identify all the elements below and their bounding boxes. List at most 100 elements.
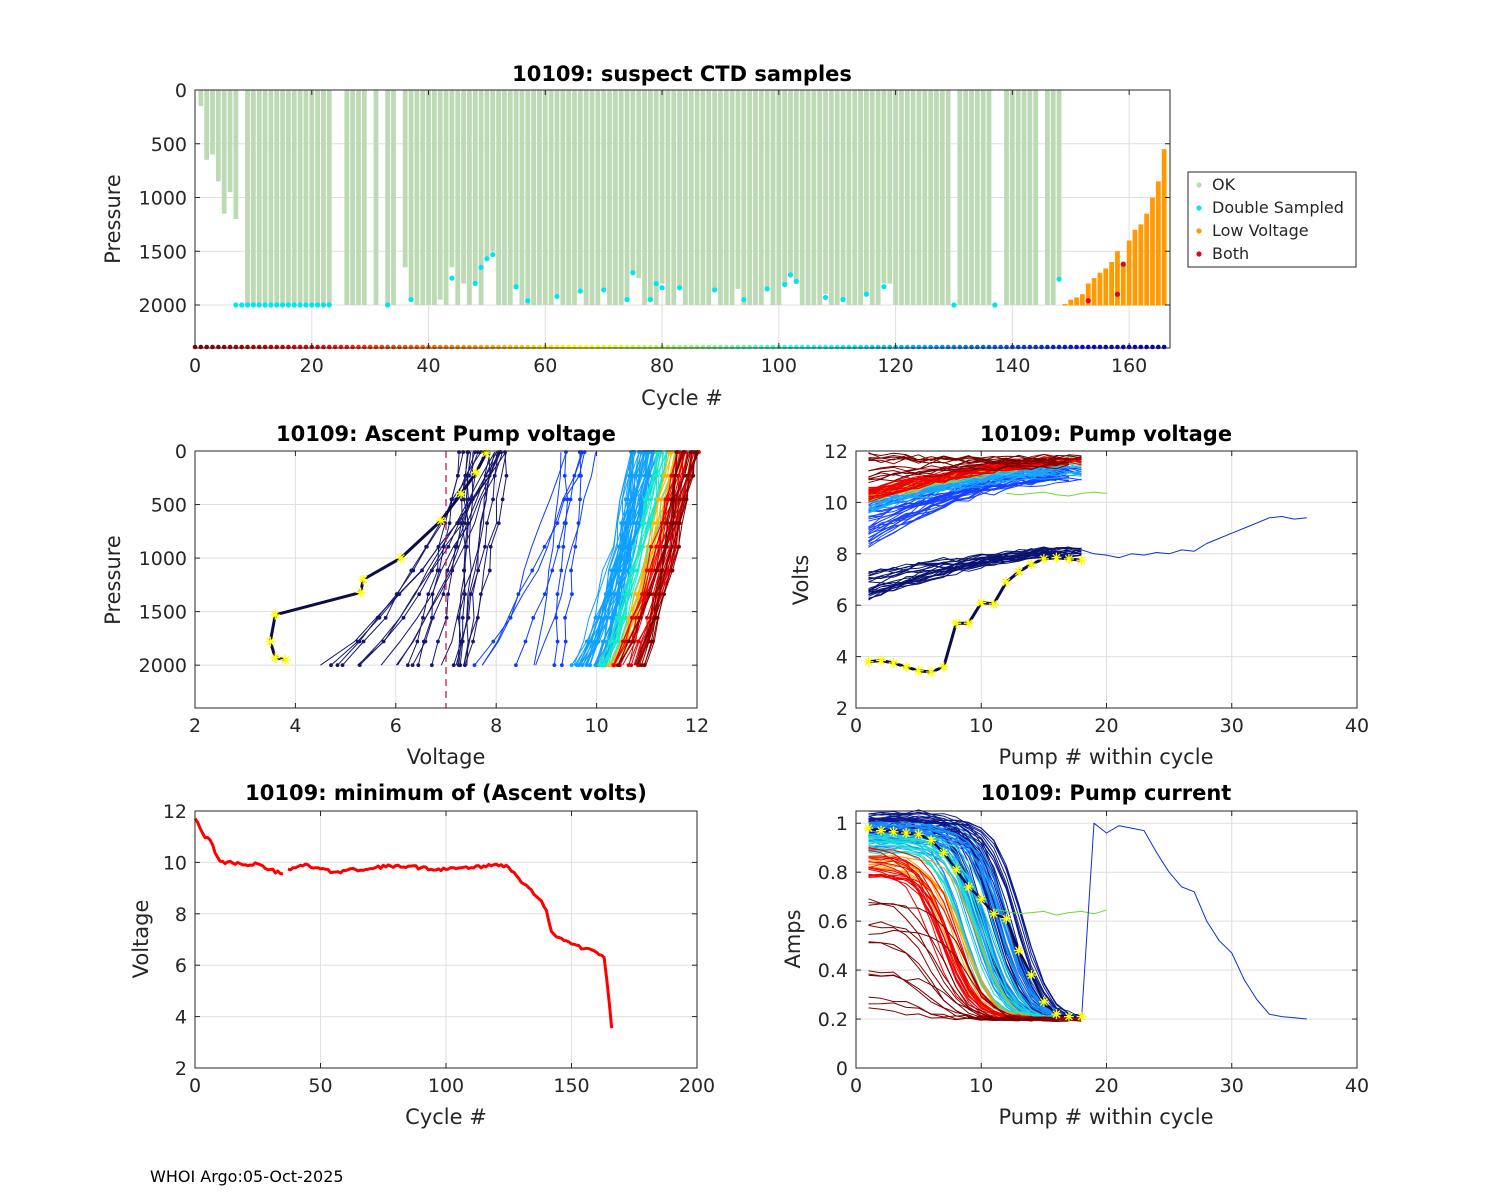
ascent-profile-line [453, 452, 499, 666]
ok-profile-bar [683, 90, 688, 305]
ok-profile-bar [782, 90, 788, 284]
low-voltage-profile-bar [1161, 149, 1167, 306]
ascent-profile-line [585, 451, 633, 666]
last-profile-star-marker [876, 825, 887, 836]
suspect-title: 10109: suspect CTD samples [512, 62, 852, 86]
double-sampled-point [449, 275, 455, 281]
cycle-color-marker [811, 344, 817, 350]
pumpv-ticks: 0 10 20 30 40 2 4 6 8 10 12 [824, 441, 1369, 737]
suspect-xtick-label: 140 [994, 355, 1030, 377]
ok-profile-bar [893, 90, 898, 305]
ascent-profile-point [563, 615, 567, 620]
suspect-xtick-label: 160 [1111, 355, 1147, 377]
ascent-xlabel: Voltage [407, 745, 486, 769]
ok-profile-bar [647, 90, 653, 300]
ascent-profile-line [457, 452, 469, 666]
cycle-color-marker [251, 344, 256, 350]
pump-voltage-profile-line [868, 471, 1082, 511]
pump-voltage-profile-line [868, 553, 1069, 599]
ok-profile-bar [297, 90, 303, 305]
ascent-profile-line [474, 451, 585, 666]
ok-profile-bar [811, 90, 817, 305]
ok-profile-bar [303, 90, 309, 305]
ok-profile-bar [1056, 90, 1062, 279]
cycle-color-marker [618, 344, 624, 350]
last-profile-star-marker [1013, 566, 1024, 577]
pumpv-xtick-label: 30 [1220, 715, 1244, 737]
ok-profile-bar [607, 90, 612, 305]
pumpc-xtick-label: 10 [969, 1075, 993, 1097]
ok-profile-bar [881, 90, 887, 284]
last-profile-star-marker [481, 448, 492, 459]
ascent-profile-point [662, 473, 666, 478]
legend-marker-both [1196, 251, 1202, 257]
ok-profile-bar [1004, 90, 1009, 305]
last-profile-star-marker [988, 598, 999, 609]
last-profile-star-marker [1001, 913, 1012, 924]
last-profile-star-marker [888, 826, 899, 837]
ok-profile-bar [221, 90, 227, 214]
ascent-xtick-label: 12 [685, 715, 709, 737]
ok-profile-bar [636, 90, 642, 279]
cycle-color-marker [741, 344, 747, 350]
ascent-profile-point [460, 615, 465, 620]
cycle-color-marker [1027, 344, 1033, 350]
ok-profile-bar [741, 90, 747, 305]
ascent-profile-line [584, 451, 659, 666]
ok-profile-bar [537, 90, 542, 305]
ok-profile-bar [496, 90, 501, 305]
ascent-profile-point [561, 544, 566, 549]
ok-profile-bar [642, 90, 647, 305]
pump-voltage-profile-line [868, 547, 1082, 576]
cycle-color-marker [1161, 344, 1167, 350]
pump-voltage-profile-line [868, 462, 1069, 482]
ascent-profile-point [555, 521, 560, 526]
cycle-color-marker [671, 344, 677, 350]
suspect-ytick-label: 1500 [139, 241, 187, 263]
ascent-profile-point [655, 568, 659, 573]
ok-profile-bar [577, 90, 583, 289]
ascent-pump-voltage-axes: 2 4 6 8 10 12 0 500 1000 1500 2000 10109: Ascent P… [101, 422, 709, 769]
cycle-color-marker [221, 344, 227, 350]
ascent-profile-point [491, 639, 496, 644]
cycle-color-marker [1144, 344, 1149, 350]
ascent-profile-point [633, 473, 637, 478]
cycle-color-marker [1015, 344, 1021, 350]
green-pump-current-line [993, 908, 1107, 916]
pumpc-ytick-label: 0.4 [818, 960, 848, 982]
ascent-profile-line [431, 451, 476, 666]
pumpv-ytick-label: 6 [836, 595, 848, 617]
ok-profile-bar [974, 90, 980, 305]
ascent-profile-point [620, 592, 625, 597]
ok-profile-bar [928, 90, 934, 305]
ascent-profile-line [357, 451, 496, 666]
double-sampled-point [712, 287, 718, 293]
ascent-ytick-label: 500 [151, 495, 187, 517]
cycle-color-marker [648, 344, 653, 350]
cycle-color-marker [379, 344, 385, 350]
pump-voltage-profile-line [868, 475, 1057, 544]
cycle-color-marker [992, 344, 998, 350]
cycle-color-marker [1080, 344, 1085, 350]
ok-profile-bar [472, 90, 478, 284]
double-sampled-point [992, 302, 998, 308]
minv-xlabel: Cycle # [405, 1105, 487, 1129]
cycle-color-marker [723, 344, 729, 350]
cycle-color-marker [840, 344, 846, 350]
ascent-profile-line [603, 451, 668, 666]
pumpv-ytick-label: 4 [836, 647, 848, 669]
ascent-profile-point [426, 592, 431, 597]
ascent-profile-point [449, 497, 454, 502]
cycle-color-marker [560, 344, 566, 350]
ascent-profile-point [597, 663, 602, 668]
double-sampled-point [653, 280, 659, 287]
ok-profile-bar [612, 90, 618, 305]
ok-profile-bar [1009, 90, 1015, 305]
double-sampled-point [408, 297, 414, 303]
cycle-color-marker [397, 344, 402, 350]
ok-profile-bar [233, 90, 239, 219]
ok-profile-bar [852, 90, 858, 305]
pumpc-ytick-label: 0.6 [818, 911, 848, 933]
cycle-color-marker [940, 344, 945, 350]
long-pump-current-line [1081, 822, 1307, 1020]
